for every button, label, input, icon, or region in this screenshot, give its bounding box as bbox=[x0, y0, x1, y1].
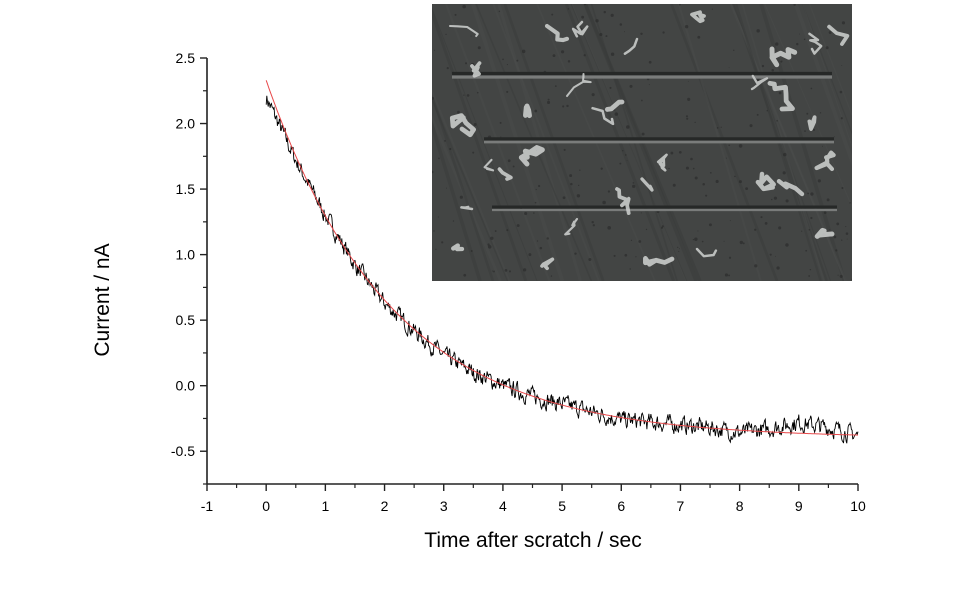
y-tick-label: 1.5 bbox=[176, 181, 196, 197]
measured-current-line bbox=[265, 95, 859, 444]
y-tick-label: 0.0 bbox=[176, 378, 196, 394]
exponential-fit-line bbox=[265, 80, 859, 436]
y-axis-ticks: -0.5 0.0 0.5 1.0 1.5 2.0 2.5 bbox=[171, 50, 207, 485]
inset-micrograph-image bbox=[432, 4, 852, 281]
x-tick-label: -1 bbox=[201, 498, 214, 514]
y-tick-label: 2.0 bbox=[176, 116, 196, 132]
y-axis-title: Current / nA bbox=[91, 243, 114, 356]
x-tick-label: 7 bbox=[677, 498, 685, 514]
x-tick-label: 8 bbox=[736, 498, 744, 514]
x-tick-label: 3 bbox=[440, 498, 448, 514]
y-tick-label: 0.5 bbox=[176, 312, 196, 328]
micrograph-texture bbox=[432, 4, 852, 281]
y-tick-label: 1.0 bbox=[176, 247, 196, 263]
x-tick-label: 0 bbox=[262, 498, 270, 514]
x-axis-ticks: -1 0 1 2 3 4 5 6 7 8 9 10 bbox=[201, 484, 866, 514]
y-tick-label: -0.5 bbox=[171, 443, 195, 459]
x-tick-label: 10 bbox=[850, 498, 866, 514]
x-tick-label: 5 bbox=[558, 498, 566, 514]
x-tick-label: 9 bbox=[795, 498, 803, 514]
y-tick-label: 2.5 bbox=[176, 50, 196, 66]
x-axis-title: Time after scratch / sec bbox=[424, 529, 641, 552]
x-tick-label: 6 bbox=[617, 498, 625, 514]
x-tick-label: 1 bbox=[321, 498, 329, 514]
x-tick-label: 4 bbox=[499, 498, 507, 514]
x-tick-label: 2 bbox=[381, 498, 389, 514]
